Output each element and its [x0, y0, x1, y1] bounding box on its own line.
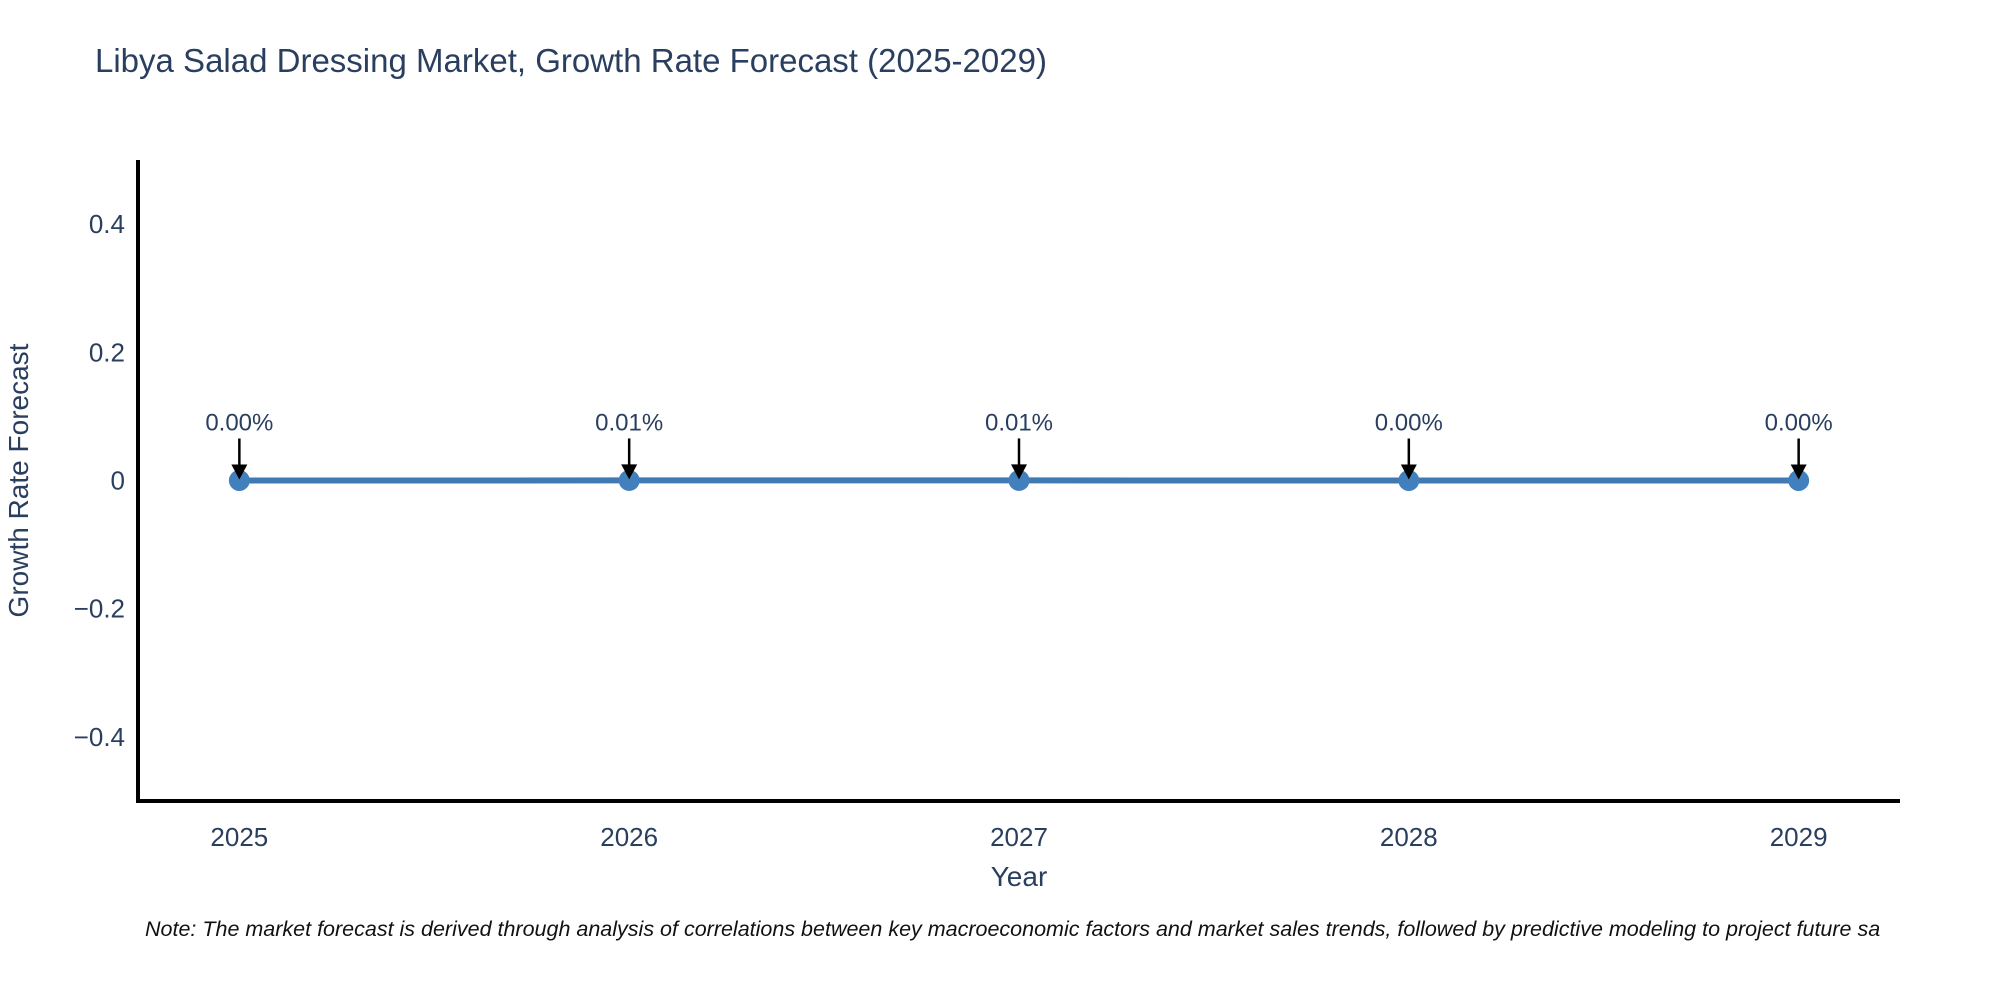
axes-layer: 0.4 0.2 0 −0.2 −0.4 2025 2026 2027 2028 2029 — [74, 160, 1900, 852]
chart-title: Libya Salad Dressing Market, Growth Rate… — [95, 42, 1047, 79]
annotation-arrow-head — [1400, 464, 1417, 480]
point-value-label: 0.00% — [1765, 410, 1833, 437]
y-tick-label: 0.4 — [89, 209, 125, 239]
data-point-marker — [228, 470, 250, 491]
y-axis-title: Growth Rate Forecast — [3, 343, 34, 617]
footnote: Note: The market forecast is derived thr… — [145, 917, 1881, 941]
x-tick-label: 2029 — [1770, 822, 1828, 852]
data-point-marker — [1788, 470, 1810, 491]
annotation-arrow-head — [231, 464, 248, 480]
point-value-label: 0.00% — [205, 410, 273, 437]
point-value-label: 0.00% — [1375, 410, 1443, 437]
data-point-marker — [1008, 469, 1030, 491]
annotation-arrow-head — [621, 464, 638, 480]
point-value-label: 0.01% — [595, 409, 663, 436]
x-tick-label: 2028 — [1380, 822, 1438, 852]
point-value-label: 0.01% — [985, 409, 1053, 436]
annotation-arrow-head — [1790, 464, 1807, 480]
y-tick-label: 0.2 — [89, 337, 125, 367]
data-point-marker — [1398, 470, 1420, 491]
y-tick-label: 0 — [111, 466, 125, 496]
annotation-layer: 0.00% 0.01% 0.01% 0.00% 0.00% — [205, 409, 1833, 480]
annotation-arrow-head — [1011, 464, 1027, 480]
series-layer — [228, 469, 1810, 491]
data-point-marker — [618, 469, 640, 491]
y-tick-label: −0.2 — [74, 594, 125, 624]
x-axis-title: Year — [991, 861, 1048, 892]
label-layer: Growth Rate Forecast Year — [3, 343, 1047, 892]
x-tick-label: 2026 — [600, 822, 658, 852]
x-tick-label: 2027 — [990, 822, 1048, 852]
x-tick-label: 2025 — [210, 822, 268, 852]
y-tick-label: −0.4 — [74, 722, 125, 752]
